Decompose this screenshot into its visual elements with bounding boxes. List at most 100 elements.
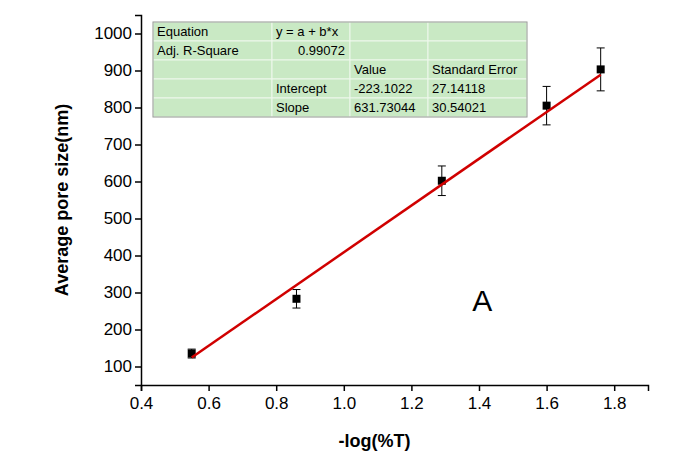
x-tick: 1.6 <box>535 385 559 413</box>
table-cell <box>428 22 527 41</box>
y-tick-mark <box>135 181 141 183</box>
table-cell <box>272 79 350 98</box>
y-tick-label: 800 <box>104 98 132 117</box>
table-text: 30.54021 <box>432 100 486 115</box>
table-cell <box>428 41 527 60</box>
error-bar-cap <box>597 47 605 48</box>
y-tick: 600 <box>104 172 141 191</box>
y-tick-mark <box>135 255 141 257</box>
error-bar-cap <box>188 357 196 358</box>
x-tick-mark <box>614 385 616 391</box>
x-tick: 1.2 <box>400 385 424 413</box>
error-bar <box>292 290 300 309</box>
table-text: Value <box>354 62 386 77</box>
y-tick-label: 1000 <box>94 24 132 43</box>
error-bar-cap <box>438 195 446 196</box>
x-tick: 1.0 <box>332 385 356 413</box>
y-tick-mark <box>135 144 141 146</box>
x-axis-line <box>142 386 649 392</box>
x-tick-mark <box>208 385 210 391</box>
error-bar <box>543 86 551 124</box>
table-cell <box>350 79 428 98</box>
x-tick-label: 1.6 <box>535 394 559 413</box>
x-axis: 0.40.60.81.01.21.41.61.8 <box>130 385 649 413</box>
table-cell <box>153 22 272 41</box>
x-tick-mark <box>546 385 548 391</box>
table-cell <box>428 98 527 117</box>
error-bar <box>597 48 605 91</box>
x-tick-label: 0.8 <box>265 394 289 413</box>
y-tick-mark <box>135 292 141 294</box>
y-axis-title: Average pore size(nm) <box>52 104 72 296</box>
x-tick-label: 1.0 <box>332 394 356 413</box>
table-cell <box>153 60 272 79</box>
table-text: 0.99072 <box>298 43 345 58</box>
error-bar-cap <box>543 86 551 87</box>
point <box>597 65 605 73</box>
x-tick-label: 0.4 <box>130 394 154 413</box>
table-text: 631.73044 <box>354 100 415 115</box>
y-tick: 700 <box>104 135 141 154</box>
y-axis: 100 200 300 400 500 600 700 800 900 1000 <box>94 16 141 386</box>
error-bar-cap <box>292 308 300 309</box>
y-tick: 500 <box>104 209 141 228</box>
x-tick-label: 1.4 <box>468 394 492 413</box>
table-cell <box>350 98 428 117</box>
table-cell <box>153 41 272 60</box>
table-text: y = a + b*x <box>276 24 339 39</box>
x-tick: 0.6 <box>197 385 221 413</box>
table-text: Equation <box>157 24 208 39</box>
y-tick-mark <box>135 70 141 72</box>
table-border <box>153 22 527 117</box>
fit-table: Equation y = a + b*x Adj. R-Square 0.99072 V… <box>153 22 527 117</box>
x-tick-mark <box>276 385 278 391</box>
table-text: Intercept <box>276 81 327 96</box>
x-tick: 0.4 <box>130 385 154 413</box>
x-tick-mark <box>479 385 481 391</box>
plot-area: 0.40.60.81.01.21.41.61.81002003004005006… <box>94 16 648 414</box>
table-cell <box>350 60 428 79</box>
table-text: -223.1022 <box>354 81 413 96</box>
y-axis-line <box>135 16 142 386</box>
y-tick-label: 200 <box>104 320 132 339</box>
error-bar-cap <box>543 124 551 125</box>
error-bar <box>438 166 446 196</box>
y-tick-mark <box>135 366 141 368</box>
x-tick-mark <box>411 385 413 391</box>
table-text: 27.14118 <box>432 81 485 96</box>
y-tick-mark <box>135 33 141 35</box>
x-tick-label: 0.6 <box>197 394 221 413</box>
table-text: Standard Error <box>432 62 518 77</box>
y-tick: 1000 <box>94 24 141 43</box>
table-cell <box>350 41 428 60</box>
y-tick-label: 400 <box>104 246 132 265</box>
table-text: Adj. R-Square <box>157 43 239 58</box>
y-tick: 300 <box>104 283 141 302</box>
y-tick-label: 100 <box>104 357 132 376</box>
error-bar-cap <box>438 165 446 166</box>
x-tick-mark <box>344 385 346 391</box>
x-tick-label: 1.2 <box>400 394 424 413</box>
y-tick-mark <box>135 218 141 220</box>
table-cell <box>272 22 350 41</box>
y-tick: 900 <box>104 61 141 80</box>
error-bar-cap <box>292 289 300 290</box>
table-cell <box>350 22 428 41</box>
y-tick: 400 <box>104 246 141 265</box>
table-cell <box>153 98 272 117</box>
table-cell <box>272 41 350 60</box>
y-tick-label: 300 <box>104 283 132 302</box>
table-cell <box>153 79 272 98</box>
chart: 0.40.60.81.01.21.41.61.81002003004005006… <box>0 0 700 465</box>
annotation: A <box>472 284 492 317</box>
y-tick-label: 600 <box>104 172 132 191</box>
y-tick: 800 <box>104 98 141 117</box>
y-tick: 100 <box>104 357 141 376</box>
point <box>292 295 300 303</box>
y-tick-mark <box>135 107 141 109</box>
x-tick: 0.8 <box>265 385 289 413</box>
table-cell <box>428 60 527 79</box>
error-bar-cap <box>597 90 605 91</box>
x-tick: 1.4 <box>468 385 492 413</box>
table-cell <box>272 60 350 79</box>
